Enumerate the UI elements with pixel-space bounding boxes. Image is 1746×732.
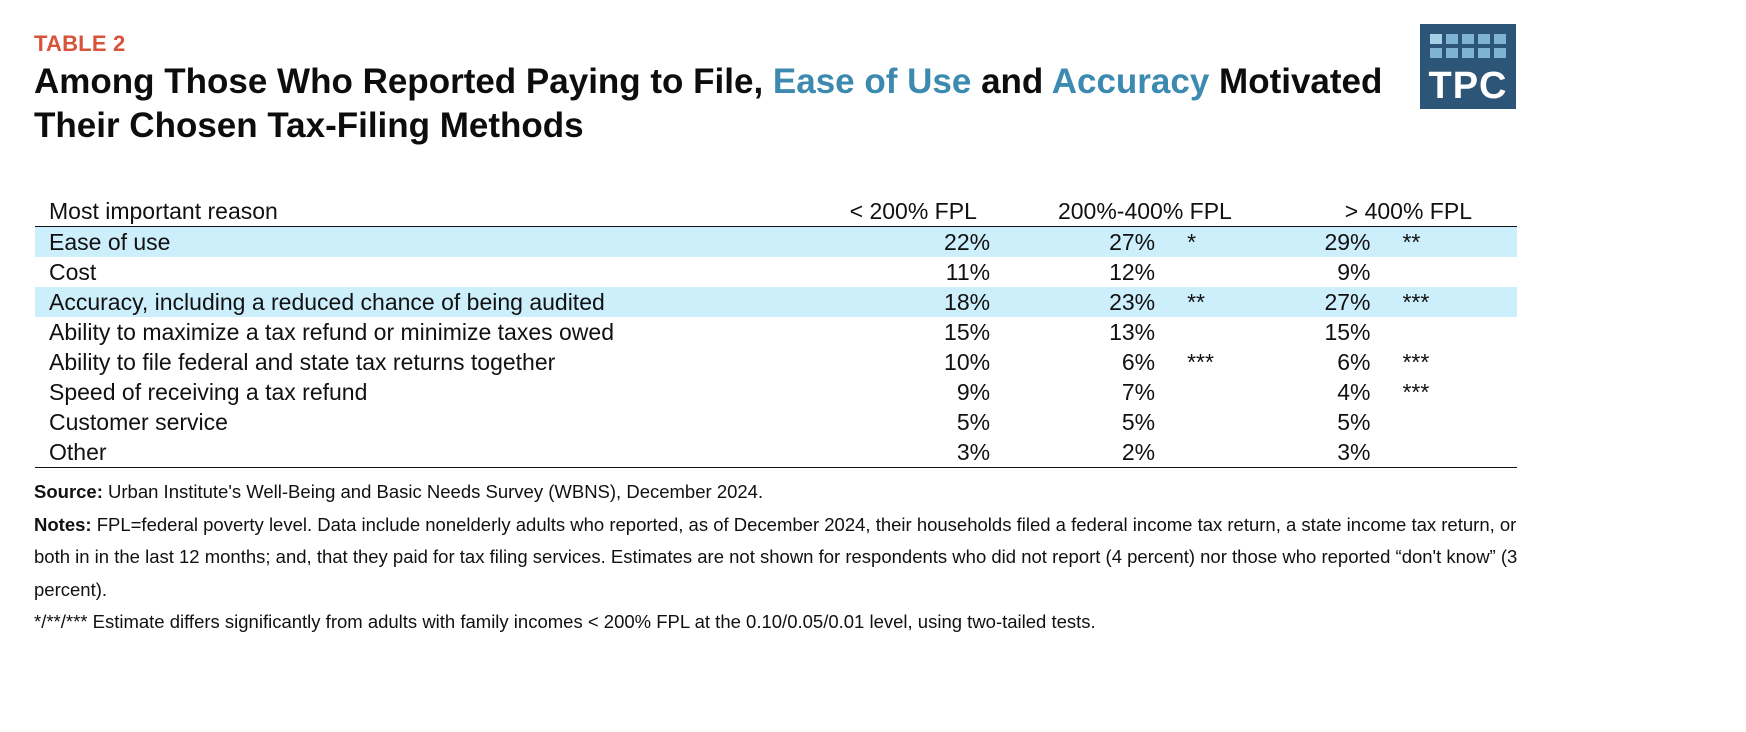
cell-fpl-200-400: 5% [1121,409,1156,435]
table-row: Cost 11% 12% 9% [35,257,1517,287]
cell-reason: Ability to maximize a tax refund or mini… [49,319,614,345]
title-part-3: Motivated Their Chosen Tax-Filing Method… [34,62,1383,145]
cell-sig-200-400 [1155,407,1300,437]
cell-sig-200-400 [1155,257,1300,287]
table-label: TABLE 2 [34,31,126,56]
source-label: Source: [34,481,103,502]
cell-reason: Cost [49,259,97,285]
cell-reason: Speed of receiving a tax refund [49,379,368,405]
cell-sig-200-400: * [1155,226,1300,257]
cell-fpl-gt400: 6% [1337,349,1371,375]
notes-line: Notes: FPL=federal poverty level. Data i… [34,509,1524,607]
title-part-2: and [971,62,1052,101]
cell-sig-gt400: *** [1402,379,1430,405]
cell-fpl-lt200: 15% [944,319,991,345]
logo-text: TPC [1428,65,1508,107]
cell-sig-gt400: ** [1370,226,1517,257]
cell-fpl-lt200: 22% [836,226,991,257]
cell-fpl-lt200: 9% [956,379,991,405]
table-header-row: Most important reason < 200% FPL 200%-40… [35,196,1517,227]
cell-fpl-200-400: 23% [990,287,1156,317]
cell-fpl-gt400: 27% [1299,287,1371,317]
cell-reason: Other [35,437,837,468]
page-title: Among Those Who Reported Paying to File,… [34,60,1424,148]
cell-fpl-gt400: 9% [1337,259,1371,285]
table-row: Other 3% 2% 3% [35,437,1517,468]
cell-sig-200-400: ** [1155,287,1300,317]
title-highlight-accuracy: Accuracy [1051,62,1210,101]
cell-reason: Accuracy, including a reduced chance of … [35,287,837,317]
cell-fpl-lt200: 18% [836,287,991,317]
cell-fpl-gt400: 29% [1299,226,1371,257]
cell-fpl-200-400: 12% [1109,259,1156,285]
table-row: Customer service 5% 5% 5% [35,407,1517,437]
cell-fpl-lt200: 11% [945,259,991,285]
data-table: Most important reason < 200% FPL 200%-40… [35,196,1517,468]
cell-fpl-gt400: 5% [1337,409,1371,435]
table-row: Ability to maximize a tax refund or mini… [35,317,1517,347]
cell-sig-gt400 [1370,437,1517,468]
cell-reason: Ability to file federal and state tax re… [49,349,556,375]
cell-fpl-lt200: 3% [836,437,991,468]
header-reason: Most important reason [35,196,837,227]
title-part-1: Among Those Who Reported Paying to File, [34,62,773,101]
notes-text: FPL=federal poverty level. Data include … [34,513,1518,600]
cell-sig-200-400 [1155,317,1300,347]
cell-fpl-200-400: 7% [1121,379,1156,405]
cell-fpl-200-400: 13% [1109,319,1156,345]
cell-fpl-gt400: 15% [1324,319,1371,345]
cell-sig-200-400 [1155,437,1300,468]
cell-reason: Customer service [49,409,228,435]
header-fpl-lt200: < 200% FPL [836,196,991,227]
significance-line: */**/*** Estimate differs significantly … [34,611,1096,632]
cell-fpl-lt200: 10% [944,349,991,375]
cell-sig-gt400 [1370,407,1517,437]
logo-grid-icon [1430,34,1508,58]
table-row: Accuracy, including a reduced chance of … [35,287,1517,317]
source-line: Source: Urban Institute's Well-Being and… [34,476,1524,509]
cell-reason: Ease of use [35,226,837,257]
cell-fpl-200-400: 27% [990,226,1156,257]
notes-label: Notes: [34,513,92,535]
source-text: Urban Institute's Well-Being and Basic N… [102,481,764,502]
header-fpl-gt400: > 400% FPL [1299,196,1517,227]
cell-sig-gt400: *** [1402,349,1430,375]
cell-fpl-200-400: 2% [990,437,1156,468]
tpc-logo: TPC [1420,24,1516,109]
table-row: Ease of use 22% 27% * 29% ** [35,226,1517,257]
cell-sig-200-400 [1155,377,1300,407]
cell-sig-200-400: *** [1187,349,1214,375]
title-highlight-ease: Ease of Use [772,62,972,101]
cell-sig-gt400 [1370,257,1517,287]
table-row: Ability to file federal and state tax re… [35,347,1517,377]
header-fpl-200-400: 200%-400% FPL [990,196,1300,227]
cell-sig-gt400: *** [1370,287,1517,317]
cell-fpl-gt400: 3% [1299,437,1371,468]
cell-fpl-gt400: 4% [1337,379,1371,405]
table-row: Speed of receiving a tax refund 9% 7% 4% *** [35,377,1517,407]
cell-fpl-200-400: 6% [1121,349,1156,375]
cell-fpl-lt200: 5% [956,409,991,435]
notes-block: Source: Urban Institute's Well-Being and… [34,476,1524,639]
cell-sig-gt400 [1370,317,1517,347]
